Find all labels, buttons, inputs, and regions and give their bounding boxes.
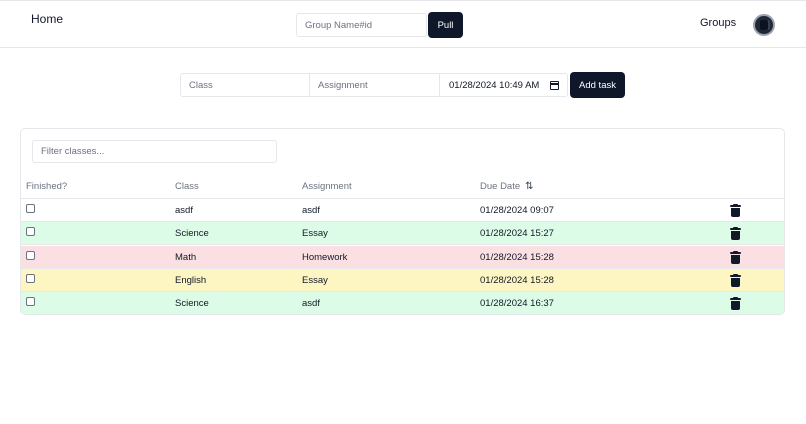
finished-checkbox[interactable] xyxy=(26,227,35,237)
class-input[interactable] xyxy=(180,73,310,97)
due-date-header-label: Due Date xyxy=(480,181,521,192)
trash-icon[interactable] xyxy=(730,273,741,287)
tasks-card: Finished? Class Assignment Due Date ⇅ asd… xyxy=(20,128,785,315)
column-header-assignment: Assignment xyxy=(302,181,352,192)
due-date-cell: 01/28/2024 09:07 xyxy=(480,205,554,216)
table-row: English Essay 01/28/2024 15:28 xyxy=(21,268,784,292)
pull-button[interactable]: Pull xyxy=(428,12,463,38)
class-cell: Science xyxy=(175,228,209,240)
assignment-cell: Essay xyxy=(302,274,328,286)
assignment-cell: Homework xyxy=(302,251,348,263)
calendar-icon[interactable] xyxy=(549,81,559,90)
class-cell: Math xyxy=(175,251,197,263)
assignment-cell: Essay xyxy=(302,228,328,240)
finished-checkbox[interactable] xyxy=(26,250,35,260)
avatar-icon[interactable] xyxy=(753,14,775,36)
table-row: Science Essay 01/28/2024 15:27 xyxy=(21,222,784,246)
add-task-button[interactable]: Add task xyxy=(570,72,625,98)
trash-icon[interactable] xyxy=(730,250,741,264)
finished-checkbox[interactable] xyxy=(26,204,35,213)
group-name-input[interactable] xyxy=(296,13,427,37)
class-cell: English xyxy=(175,274,207,286)
home-link[interactable]: Home xyxy=(31,12,64,26)
table-row: Science asdf 01/28/2024 16:37 xyxy=(21,292,784,314)
class-cell: asdf xyxy=(175,205,193,216)
assignment-cell: asdf xyxy=(302,298,320,310)
due-date-cell: 01/28/2024 16:37 xyxy=(480,298,554,310)
top-navbar: Home Pull Groups xyxy=(0,0,806,48)
groups-link[interactable]: Groups xyxy=(700,17,737,29)
finished-checkbox[interactable] xyxy=(26,297,35,307)
trash-icon[interactable] xyxy=(730,204,741,217)
column-header-finished: Finished? xyxy=(26,181,68,192)
sort-icon[interactable]: ⇅ xyxy=(525,181,534,192)
due-date-cell: 01/28/2024 15:28 xyxy=(480,251,554,263)
column-header-due-date[interactable]: Due Date ⇅ xyxy=(480,181,534,192)
column-header-class: Class xyxy=(175,181,199,192)
due-date-value: 01/28/2024 10:49 AM xyxy=(449,80,540,91)
due-date-cell: 01/28/2024 15:28 xyxy=(480,274,554,286)
trash-icon[interactable] xyxy=(730,227,741,241)
table-row: asdf asdf 01/28/2024 09:07 xyxy=(21,199,784,222)
finished-checkbox[interactable] xyxy=(26,273,35,283)
class-cell: Science xyxy=(175,298,209,310)
due-date-cell: 01/28/2024 15:27 xyxy=(480,228,554,240)
due-date-input[interactable]: 01/28/2024 10:49 AM xyxy=(439,73,568,97)
table-row: Math Homework 01/28/2024 15:28 xyxy=(21,245,784,269)
assignment-input[interactable] xyxy=(309,73,440,97)
trash-icon[interactable] xyxy=(730,297,741,311)
assignment-cell: asdf xyxy=(302,205,320,216)
table-header: Finished? Class Assignment Due Date ⇅ xyxy=(21,173,784,199)
filter-classes-input[interactable] xyxy=(32,140,277,163)
